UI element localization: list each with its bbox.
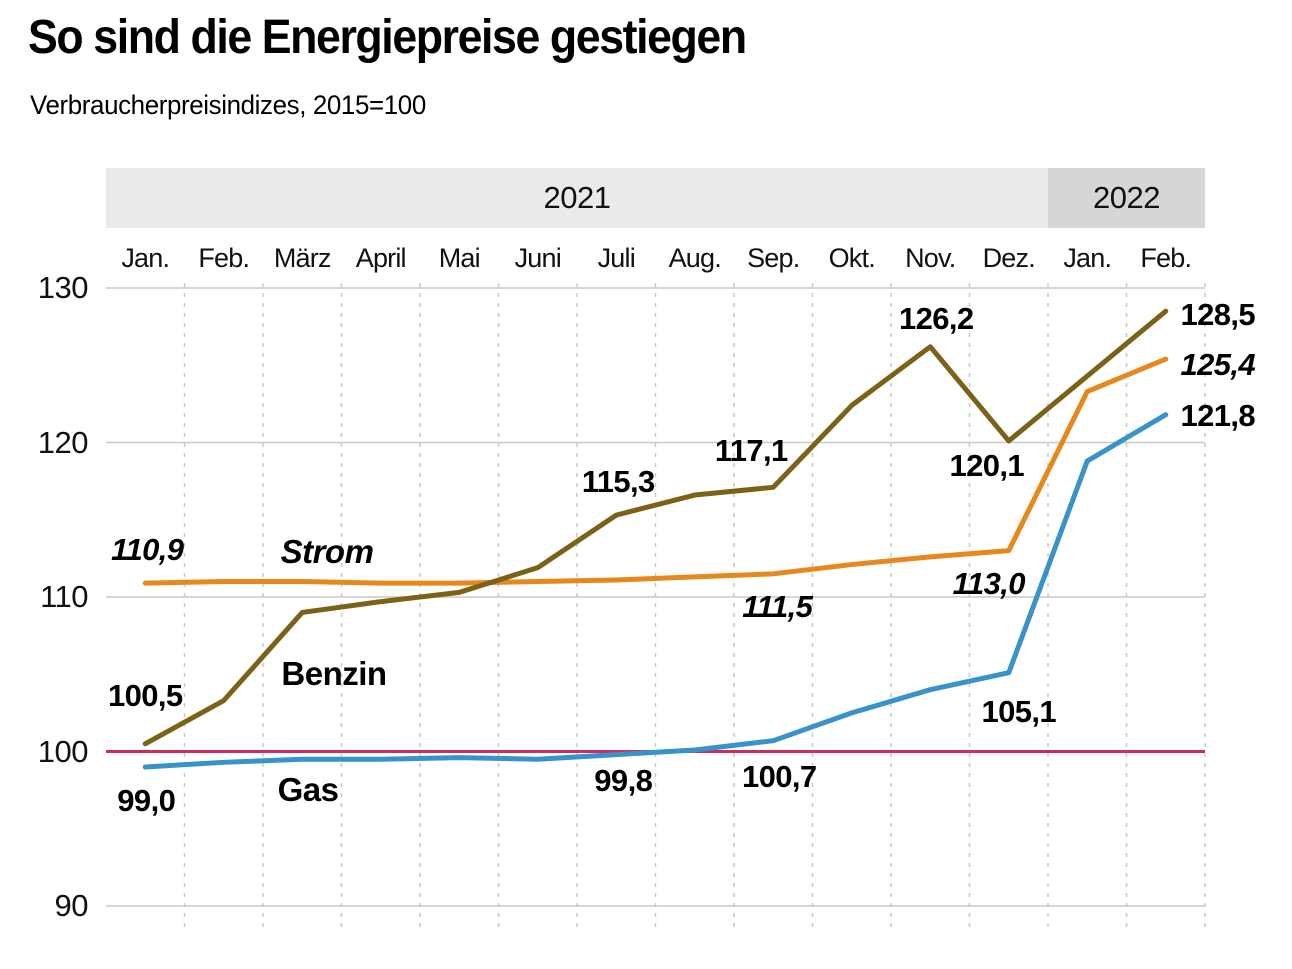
x-tick-label-12: Jan.: [1063, 243, 1112, 273]
year-band-2022: 2022: [1048, 168, 1205, 228]
value-label-strom-8: 111,5: [742, 588, 813, 624]
value-label-strom-11: 113,0: [952, 565, 1026, 601]
series-line-benzin: [142, 308, 1169, 747]
x-tick-label-9: Okt.: [828, 243, 876, 273]
series-label-benzin: Benzin: [281, 655, 387, 692]
y-tick-label-130: 130: [37, 270, 89, 305]
value-label-benzin-8: 117,1: [714, 433, 788, 469]
value-label-benzin-11: 120,1: [949, 447, 1025, 483]
value-label-gas-0: 99,0: [117, 782, 176, 818]
y-tick-label-110: 110: [40, 579, 88, 614]
value-label-gas-13: 121,8: [1180, 397, 1256, 433]
x-tick-label-0: Jan.: [121, 243, 170, 273]
x-tick-label-10: Nov.: [905, 243, 956, 273]
series-label-strom: Strom: [280, 533, 374, 570]
series-label-gas: Gas: [277, 771, 339, 808]
year-band-2021: 2021: [106, 168, 1048, 228]
y-tick-label-100: 100: [37, 733, 89, 769]
chart-subtitle: Verbraucherpreisindizes, 2015=100: [30, 90, 426, 120]
value-label-gas-8: 100,7: [741, 758, 817, 794]
value-label-strom-13: 125,4: [1180, 347, 1256, 383]
x-tick-label-5: Juni: [514, 243, 562, 273]
chart-title: So sind die Energiepreise gestiegen: [28, 11, 747, 64]
y-tick-label-90: 90: [54, 888, 89, 923]
value-label-benzin-13: 128,5: [1180, 297, 1256, 333]
value-label-gas-11: 105,1: [981, 693, 1057, 729]
series-line-strom: [142, 356, 1169, 586]
value-label-benzin-0: 100,5: [107, 677, 183, 713]
y-tick-label-120: 120: [37, 424, 89, 460]
value-label-gas-6: 99,8: [594, 762, 653, 798]
x-tick-label-13: Feb.: [1140, 243, 1192, 273]
x-tick-label-6: Juli: [597, 243, 636, 273]
value-label-benzin-10: 126,2: [898, 300, 974, 336]
value-label-benzin-6: 115,3: [581, 464, 655, 500]
x-tick-label-4: Mai: [438, 243, 481, 273]
x-tick-label-11: Dez.: [982, 243, 1036, 273]
x-tick-label-3: April: [355, 243, 407, 273]
x-tick-label-1: Feb.: [198, 243, 250, 273]
year-label-2022: 2022: [1093, 180, 1160, 215]
x-tick-label-8: Sep.: [747, 243, 800, 273]
value-label-strom-0: 110,9: [111, 532, 184, 568]
x-tick-label-7: Aug.: [668, 243, 722, 273]
series-line-gas: [142, 412, 1169, 770]
year-label-2021: 2021: [543, 180, 611, 215]
x-tick-label-2: März: [273, 243, 332, 273]
